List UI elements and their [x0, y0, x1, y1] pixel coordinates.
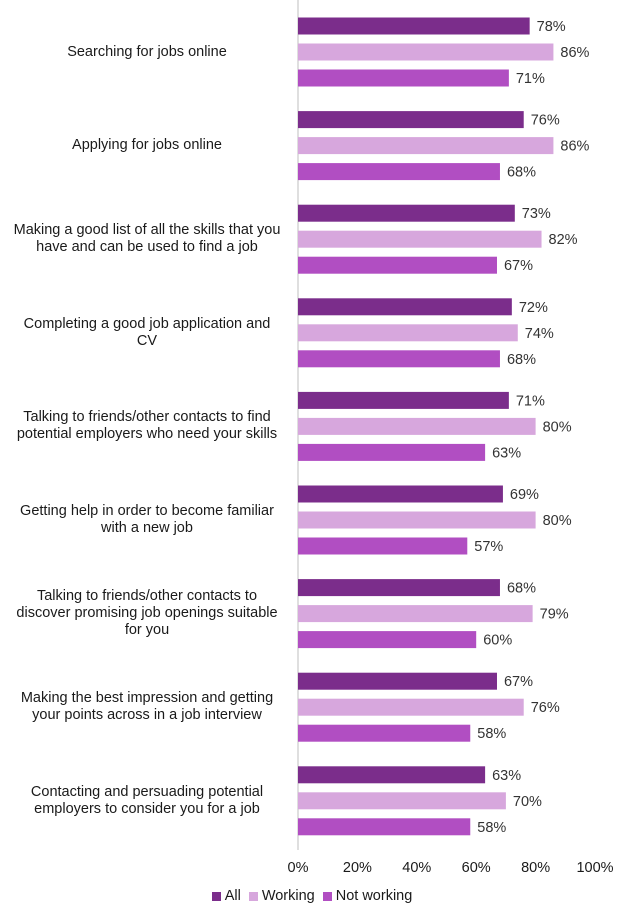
category-label-line: Making a good list of all the skills tha…: [13, 222, 281, 239]
x-tick-label: 20%: [343, 860, 372, 876]
bar-not-working: [298, 443, 486, 461]
category-label: Talking to friends/other contacts to disc…: [4, 588, 290, 639]
data-label: 71%: [516, 71, 545, 87]
data-label: 70%: [513, 794, 542, 810]
category-label: Making a good list of all the skills tha…: [4, 222, 290, 256]
data-label: 78%: [537, 19, 566, 35]
bar-working: [298, 605, 533, 623]
x-tick-label: 80%: [521, 860, 550, 876]
bar-not-working: [298, 163, 500, 181]
category-label: Contacting and persuading potential emplo…: [4, 784, 290, 818]
data-label: 63%: [492, 768, 521, 784]
x-tick-label: 0%: [288, 860, 309, 876]
category-label: Searching for jobs online: [4, 44, 290, 61]
category-label-line: Making the best impression and getting: [20, 690, 274, 707]
data-label: 68%: [507, 165, 536, 181]
bar-working: [298, 417, 536, 435]
category-label-line: for you: [124, 622, 170, 639]
bar-not-working: [298, 256, 497, 274]
legend-label: Working: [261, 888, 315, 904]
bar-not-working: [298, 69, 509, 87]
data-label: 67%: [504, 674, 533, 690]
legend: All Working Not working: [0, 888, 624, 905]
category-label-line: Contacting and persuading potential: [30, 783, 264, 800]
category-label-line: discover promising job openings suitable: [16, 605, 278, 622]
bar-all: [298, 391, 509, 409]
category-label-line: CV: [136, 332, 158, 349]
data-label: 76%: [531, 113, 560, 129]
bar-not-working: [298, 631, 477, 649]
bar-working: [298, 324, 518, 342]
category-label: Completing a good job application and CV: [4, 316, 290, 350]
bar-working: [298, 230, 542, 248]
bar-all: [298, 204, 515, 222]
bar-all: [298, 672, 497, 690]
data-label: 63%: [492, 445, 521, 461]
data-label: 68%: [507, 352, 536, 368]
bar-not-working: [298, 537, 468, 555]
data-label: 73%: [522, 206, 551, 222]
category-label: Making the best impression and getting yo…: [4, 690, 290, 724]
bar-working: [298, 43, 554, 61]
category-label-line: Completing a good job application and: [23, 315, 271, 332]
legend-item: Working: [248, 888, 315, 904]
x-tick-label: 60%: [462, 860, 491, 876]
bar-working: [298, 698, 524, 716]
bar-not-working: [298, 724, 471, 742]
category-label-line: your points across in a job interview: [32, 707, 262, 724]
x-tick-label: 40%: [402, 860, 431, 876]
bar-all: [298, 111, 524, 129]
legend-label: All: [224, 888, 241, 904]
data-label: 82%: [549, 232, 578, 248]
data-label: 80%: [543, 419, 572, 435]
category-label-line: have and can be used to find a job: [36, 239, 258, 256]
category-label-line: Applying for jobs online: [72, 137, 222, 154]
bar-working: [298, 792, 506, 810]
legend-swatch: [211, 891, 221, 901]
bar-all: [298, 766, 486, 784]
bar-all: [298, 17, 530, 35]
bar-working: [298, 511, 536, 529]
category-label: Applying for jobs online: [4, 137, 290, 154]
data-label: 58%: [477, 820, 506, 836]
category-label-line: employers to consider you for a job: [34, 800, 260, 817]
data-label: 86%: [560, 45, 589, 61]
bar-all: [298, 298, 512, 316]
legend-item: All: [211, 888, 241, 904]
category-label: Getting help in order to become familiar…: [4, 503, 290, 537]
bar-not-working: [298, 350, 500, 368]
bar-all: [298, 485, 503, 503]
data-label: 74%: [525, 326, 554, 342]
data-label: 79%: [540, 607, 569, 623]
category-label-line: Searching for jobs online: [67, 43, 227, 60]
category-label-line: potential employers who need your skills: [16, 426, 278, 443]
category-label-line: with a new job: [101, 520, 193, 536]
bar-not-working: [298, 818, 471, 836]
legend-swatch: [322, 891, 332, 901]
category-label-line: Talking to friends/other contacts to fin…: [23, 409, 271, 426]
bar-working: [298, 137, 554, 155]
legend-item: Not working: [322, 888, 413, 904]
category-label-line: Talking to friends/other contacts to: [36, 588, 258, 605]
data-label: 80%: [543, 513, 572, 529]
x-tick-label: 100%: [576, 860, 613, 876]
data-label: 68%: [507, 581, 536, 597]
data-label: 58%: [477, 726, 506, 742]
data-label: 76%: [531, 700, 560, 716]
data-label: 69%: [510, 487, 539, 503]
category-label-line: Getting help in order to become familiar: [20, 503, 274, 519]
data-label: 60%: [483, 633, 512, 649]
data-label: 57%: [474, 539, 503, 555]
data-label: 71%: [516, 393, 545, 409]
legend-swatch: [248, 891, 258, 901]
category-label: Talking to friends/other contacts to fin…: [4, 409, 290, 443]
data-label: 67%: [504, 258, 533, 274]
bar-all: [298, 579, 500, 597]
legend-label: Not working: [335, 888, 413, 904]
data-label: 86%: [560, 139, 589, 155]
data-label: 72%: [519, 300, 548, 316]
